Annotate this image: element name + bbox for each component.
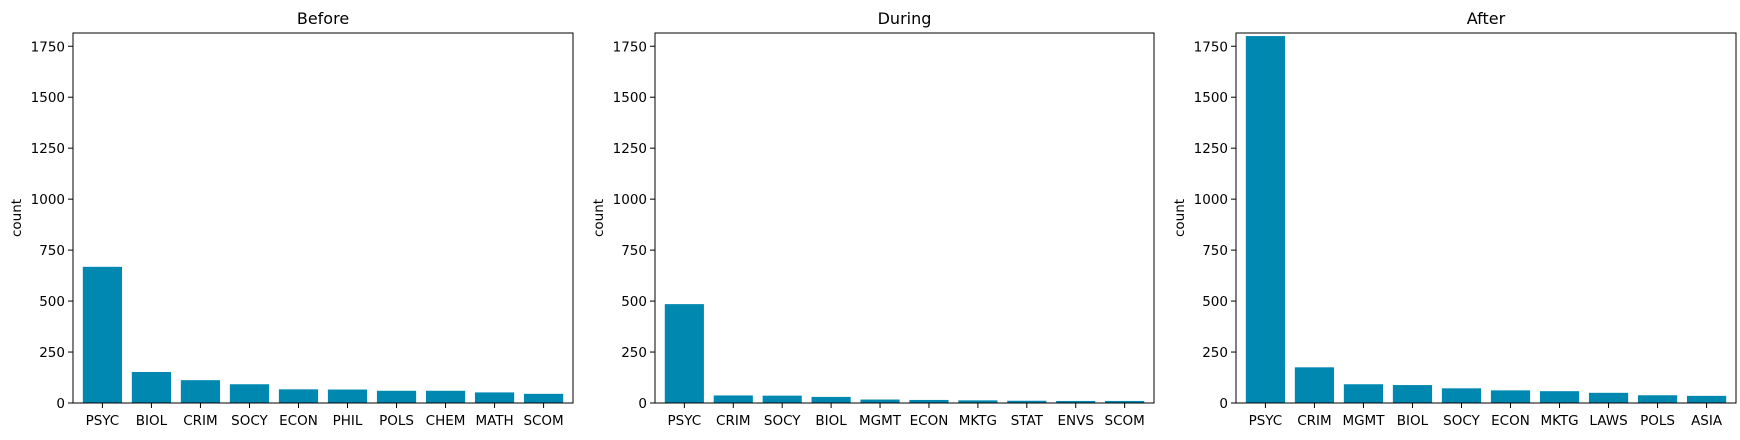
y-tick-label: 1750 <box>31 39 65 55</box>
x-tick-label: MATH <box>475 413 513 429</box>
x-tick-label: PHIL <box>333 413 363 429</box>
x-tick-label: MKTG <box>959 413 997 429</box>
x-tick-label: ASIA <box>1691 413 1723 429</box>
x-tick-label: ECON <box>1491 413 1530 429</box>
bar-psyc <box>1245 36 1286 403</box>
bar-mgmt <box>1343 384 1384 403</box>
x-tick-label: BIOL <box>1397 413 1429 429</box>
y-tick-label: 1750 <box>1194 39 1228 55</box>
y-tick-label: 1250 <box>613 141 647 157</box>
bar-socy <box>1441 388 1482 403</box>
x-tick-label: ENVS <box>1058 413 1094 429</box>
x-tick-label: SCOM <box>1105 413 1145 429</box>
bar-socy <box>762 395 802 403</box>
y-tick-label: 1000 <box>613 192 647 208</box>
bar-crim <box>713 395 753 403</box>
bar-scom <box>523 393 564 403</box>
bar-socy <box>229 384 270 403</box>
bar-envs <box>1056 400 1096 403</box>
bar-laws <box>1588 392 1629 403</box>
bar-pols <box>376 390 417 403</box>
bar-scom <box>1105 400 1145 403</box>
bar-asia <box>1686 395 1727 403</box>
x-tick-label: POLS <box>379 413 414 429</box>
y-tick-label: 250 <box>39 345 65 361</box>
bar-biol <box>811 396 851 403</box>
bar-mgmt <box>860 399 900 403</box>
bar-econ <box>1490 390 1531 403</box>
chart-title: After <box>1467 9 1506 28</box>
bar-crim <box>1294 367 1335 403</box>
bar-psyc <box>664 304 704 403</box>
bar-pols <box>1637 395 1678 403</box>
y-axis-label: count <box>9 199 25 237</box>
y-tick-label: 500 <box>39 294 65 310</box>
bar-biol <box>1392 385 1433 403</box>
y-tick-label: 1500 <box>31 90 65 106</box>
axes-frame <box>72 32 574 404</box>
x-tick-label: LAWS <box>1589 413 1627 429</box>
y-tick-label: 1000 <box>31 192 65 208</box>
y-tick-label: 750 <box>39 243 65 259</box>
bar-mktg <box>1539 391 1580 403</box>
y-tick-label: 1250 <box>31 141 65 157</box>
chart-title: Before <box>297 9 349 28</box>
bar-math <box>474 392 515 403</box>
bar-phil <box>327 389 368 403</box>
y-tick-label: 1000 <box>1194 192 1228 208</box>
x-tick-label: PSYC <box>1249 413 1283 429</box>
y-tick-label: 1250 <box>1194 141 1228 157</box>
y-tick-label: 750 <box>1202 243 1228 259</box>
x-tick-label: CRIM <box>183 413 217 429</box>
bar-chem <box>425 390 466 403</box>
y-tick-label: 1500 <box>613 90 647 106</box>
bar-crim <box>180 380 221 403</box>
x-tick-label: SCOM <box>523 413 563 429</box>
y-axis-label: count <box>1172 199 1188 237</box>
x-tick-label: PSYC <box>86 413 120 429</box>
bar-psyc <box>82 266 123 403</box>
y-tick-label: 0 <box>1219 396 1228 412</box>
axes-frame <box>1235 32 1737 404</box>
x-tick-label: ECON <box>910 413 949 429</box>
y-tick-label: 1750 <box>613 39 647 55</box>
x-tick-label: BIOL <box>815 413 847 429</box>
axes-frame <box>654 32 1155 404</box>
y-tick-label: 1500 <box>1194 90 1228 106</box>
x-tick-label: POLS <box>1640 413 1675 429</box>
x-tick-label: BIOL <box>136 413 168 429</box>
x-tick-label: MGMT <box>859 413 902 429</box>
bar-econ <box>909 399 949 403</box>
bar-biol <box>131 372 172 403</box>
x-tick-label: SOCY <box>231 413 268 429</box>
bar-mktg <box>958 400 998 403</box>
x-tick-label: ECON <box>279 413 318 429</box>
y-axis-label: count <box>591 199 607 237</box>
y-tick-label: 500 <box>621 294 647 310</box>
x-tick-label: CHEM <box>426 413 466 429</box>
y-tick-label: 750 <box>621 243 647 259</box>
x-tick-label: MKTG <box>1540 413 1578 429</box>
x-tick-label: CRIM <box>1297 413 1331 429</box>
y-tick-label: 0 <box>56 396 65 412</box>
x-tick-label: PSYC <box>668 413 702 429</box>
x-tick-label: SOCY <box>1443 413 1480 429</box>
x-tick-label: MGMT <box>1342 413 1385 429</box>
y-tick-label: 250 <box>1202 345 1228 361</box>
bar-stat <box>1007 400 1047 403</box>
y-tick-label: 500 <box>1202 294 1228 310</box>
bar-econ <box>278 389 319 403</box>
x-tick-label: SOCY <box>764 413 801 429</box>
x-tick-label: STAT <box>1011 413 1044 429</box>
y-tick-label: 250 <box>621 345 647 361</box>
chart-title: During <box>878 9 932 28</box>
x-tick-label: CRIM <box>716 413 750 429</box>
y-tick-label: 0 <box>638 396 647 412</box>
